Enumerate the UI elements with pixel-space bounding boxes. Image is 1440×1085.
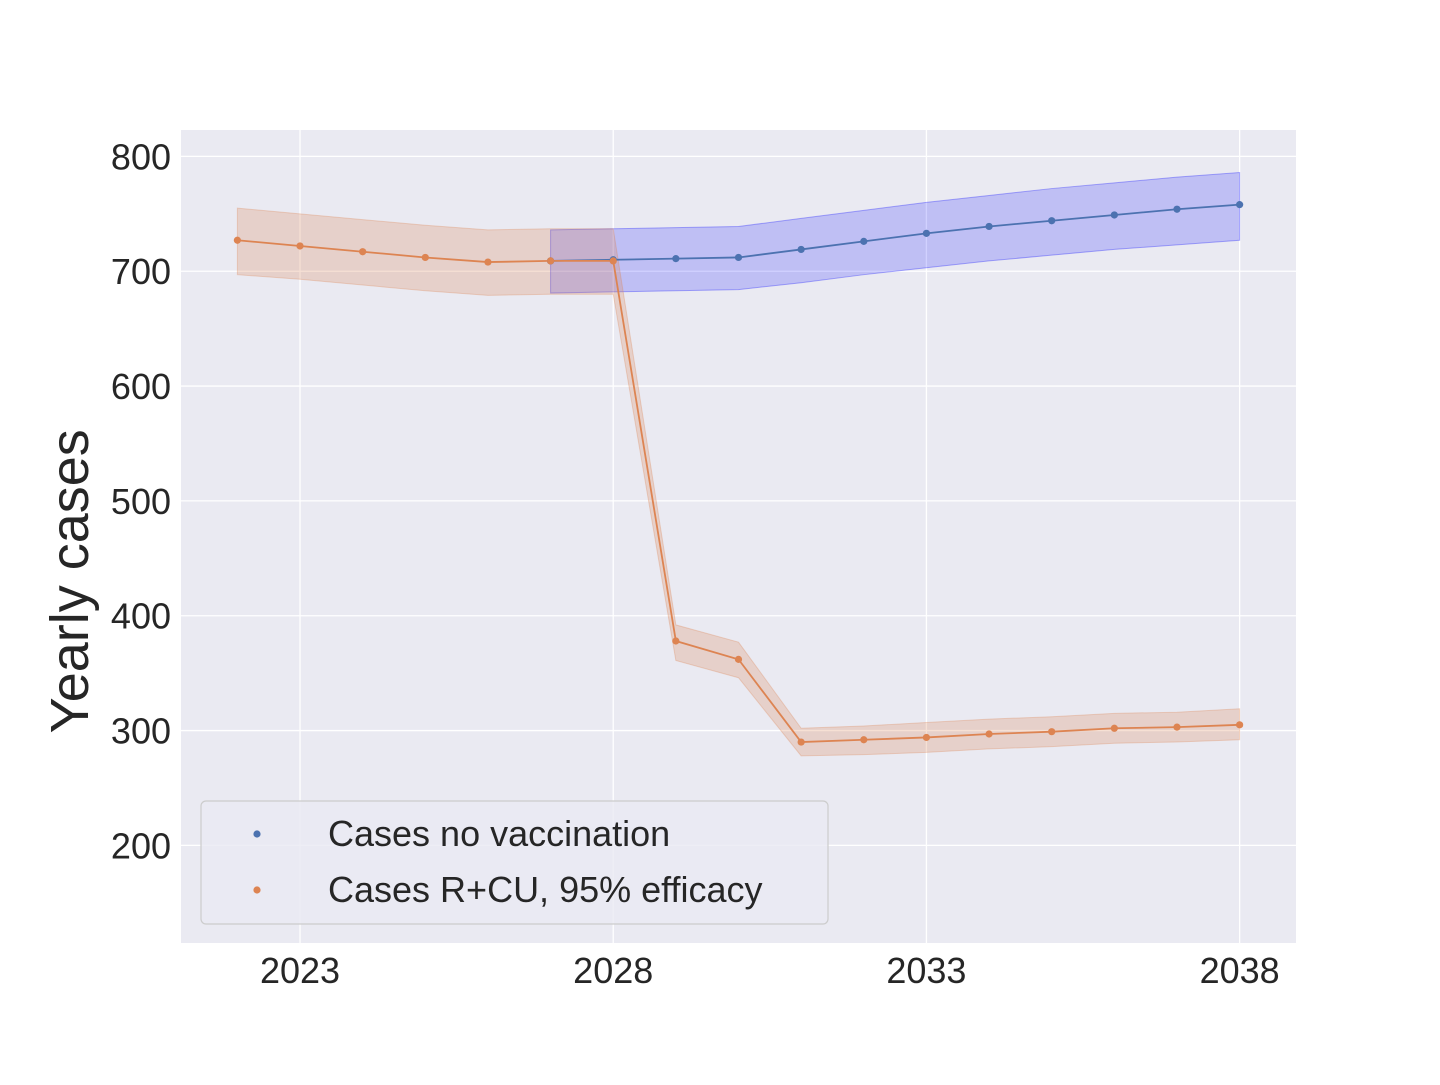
point-vaccination: [797, 738, 805, 746]
line-no-vaccination: [550, 203, 1240, 262]
point-vaccination: [484, 258, 492, 266]
y-tick-label: 500: [111, 481, 171, 522]
point-no-vaccination: [1110, 211, 1118, 219]
band-no-vaccination: [550, 171, 1241, 294]
point-no-vaccination: [922, 229, 931, 237]
point-no-vaccination: [1173, 205, 1181, 213]
band-vaccination: [236, 207, 1241, 757]
point-vaccination: [1236, 721, 1244, 729]
x-tick-label: 2033: [886, 950, 966, 991]
legend-label: Cases no vaccination: [328, 813, 670, 854]
y-axis-label: Yearly cases: [40, 429, 100, 733]
x-tick-label: 2028: [573, 950, 653, 991]
point-no-vaccination: [985, 222, 993, 231]
point-vaccination: [734, 655, 743, 663]
point-vaccination: [296, 242, 304, 250]
point-vaccination: [1110, 724, 1118, 732]
point-vaccination: [359, 248, 367, 256]
tick-labels: 200 300 400 500 600 700 800 2023 2028 2033 2038: [111, 136, 1280, 991]
point-vaccination: [922, 733, 931, 742]
y-tick-label: 800: [111, 136, 171, 177]
point-vaccination: [860, 736, 868, 744]
legend-marker: [253, 886, 261, 894]
point-vaccination: [1048, 728, 1056, 736]
confidence-bands: [236, 171, 1241, 757]
point-vaccination: [672, 637, 680, 645]
point-no-vaccination: [734, 253, 743, 262]
point-vaccination: [233, 236, 241, 244]
series-points: [233, 201, 1244, 746]
legend: Cases no vaccination Cases R+CU, 95% effi…: [200, 800, 829, 925]
y-tick-label: 400: [111, 596, 171, 637]
y-tick-label: 600: [111, 366, 171, 407]
point-no-vaccination: [672, 255, 680, 263]
point-no-vaccination: [797, 245, 805, 254]
y-tick-label: 700: [111, 251, 171, 292]
x-tick-label: 2023: [260, 950, 340, 991]
y-tick-label: 300: [111, 711, 171, 752]
point-vaccination: [546, 257, 555, 265]
point-vaccination: [985, 730, 993, 738]
legend-marker: [253, 830, 261, 838]
point-no-vaccination: [1236, 201, 1244, 209]
point-vaccination: [421, 253, 429, 262]
point-no-vaccination: [1048, 217, 1056, 225]
y-tick-label: 200: [111, 825, 171, 866]
x-tick-label: 2038: [1200, 950, 1280, 991]
point-no-vaccination: [860, 237, 868, 245]
legend-label: Cases R+CU, 95% efficacy: [328, 869, 763, 910]
point-vaccination: [1173, 723, 1181, 731]
legend-frame: [200, 800, 829, 925]
point-vaccination: [609, 257, 617, 265]
